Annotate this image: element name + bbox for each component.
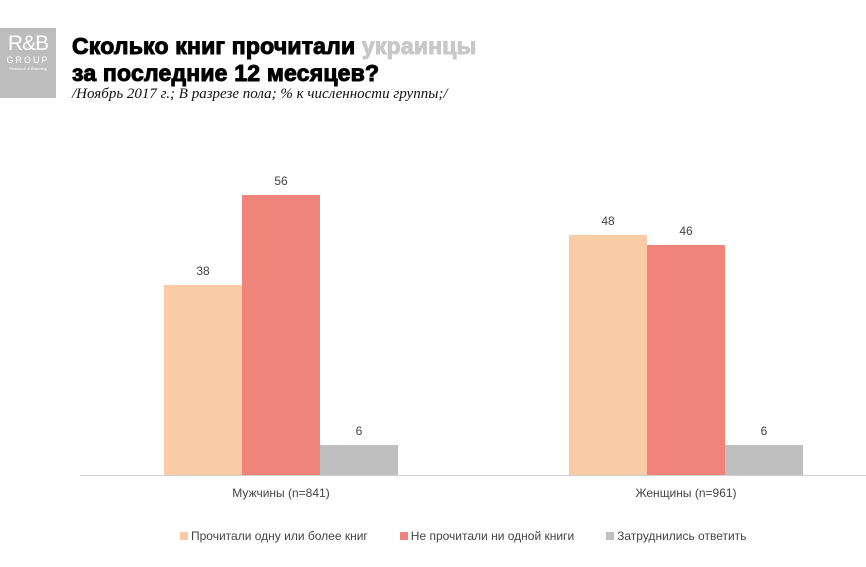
bar — [647, 245, 725, 475]
title-highlight: украинцы — [361, 33, 477, 60]
page-title: Сколько книг прочитали украинцы за послед… — [71, 33, 477, 87]
data-label: 48 — [601, 214, 615, 228]
legend-label: Затруднились ответить — [617, 529, 747, 543]
legend-swatch — [399, 532, 408, 540]
legend-item: Прочитали одну или более книг — [180, 529, 368, 543]
logo: R&B GROUP Research & Branding — [0, 28, 56, 98]
legend-label: Прочитали одну или более книг — [191, 529, 368, 543]
title-text: за последние 12 месяцев? — [71, 60, 380, 87]
subtitle: /Ноябрь 2017 г.; В разрезе пола; % к чис… — [72, 86, 448, 102]
bar — [164, 285, 242, 475]
category-label: Женщины (n=961) — [635, 486, 736, 500]
legend-swatch — [180, 532, 188, 540]
logo-text: GROUP — [6, 55, 50, 65]
bar — [569, 235, 647, 475]
data-label: 38 — [196, 264, 210, 278]
bar — [320, 445, 398, 475]
bar — [242, 195, 320, 475]
data-label: 56 — [274, 174, 288, 188]
legend: Прочитали одну или более книг Не прочитал… — [180, 529, 746, 543]
data-label: 46 — [679, 224, 693, 238]
bar — [725, 445, 803, 475]
legend-swatch — [606, 532, 615, 540]
logo-text: R&B — [7, 32, 49, 55]
legend-item: Не прочитали ни одной книги — [399, 529, 575, 543]
title-text: Сколько книг прочитали — [72, 33, 362, 60]
category-label: Мужчины (n=841) — [232, 486, 329, 500]
legend-item: Затруднились ответить — [606, 529, 746, 543]
data-label: 6 — [356, 424, 363, 438]
legend-label: Не прочитали ни одной книги — [410, 529, 575, 543]
logo-text: Research & Branding — [8, 66, 48, 71]
data-label: 6 — [761, 424, 768, 438]
